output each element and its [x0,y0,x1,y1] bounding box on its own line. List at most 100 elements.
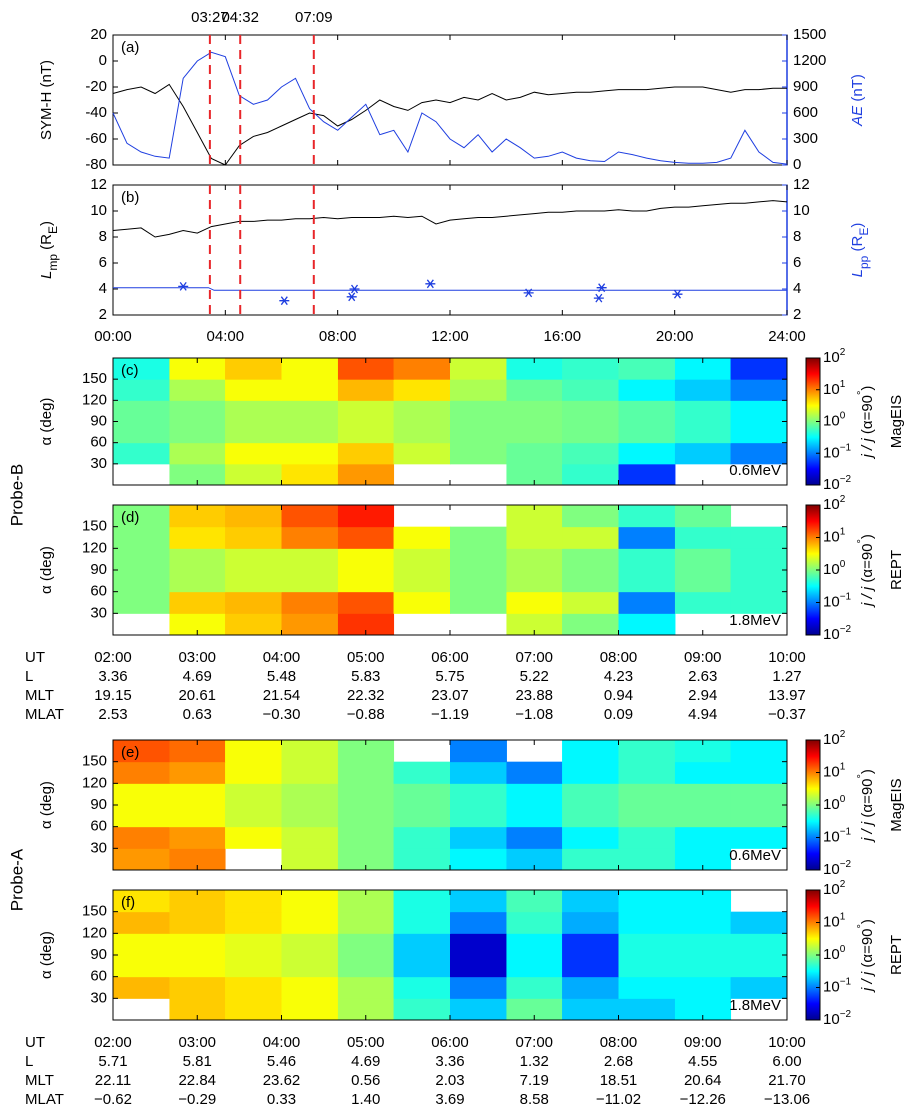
heatmap-cell [506,848,563,871]
ephemeris-value: 5.81 [183,1053,212,1070]
y-tick-label: 60 [90,583,107,600]
heatmap-cell [113,526,170,549]
heatmap-cell [225,613,282,636]
heatmap-cell [562,911,619,934]
y-tick-label: 0 [99,52,107,69]
heatmap-cell [562,591,619,614]
label-part: 10 [823,626,840,643]
ephemeris-value: 4.94 [688,706,717,723]
heatmap-cell [393,442,451,465]
heatmap-cell [506,955,563,978]
energy-label: 1.8MeV [729,612,781,629]
heatmap-cell [225,358,282,380]
heatmap-cell [281,400,339,422]
y2-tick-label: 6 [793,254,801,271]
label-part: 10 [823,476,840,493]
y2-axis-label: AE (nT) [849,74,866,127]
heatmap-cell [730,976,788,999]
heatmap-cell [618,526,676,549]
ephemeris-value: 2.53 [98,706,127,723]
heatmap-cell [281,591,339,614]
label-part: 10 [823,381,840,398]
energy-label: 0.6MeV [729,847,781,864]
heatmap-cell [450,933,507,956]
heatmap-cell [225,976,282,999]
heatmap-cell [730,591,788,614]
asterisk-marker [346,292,357,302]
heatmap-cell [169,933,226,956]
y-tick-label: 30 [90,839,107,856]
heatmap-cell [281,526,339,549]
heatmap-cell [337,911,395,934]
heatmap-cell [618,911,676,934]
colorbar-label: j / j (α=90°) [856,386,876,460]
heatmap-cell [225,379,282,401]
heatmap-cell [281,463,339,486]
heatmap-cell [337,421,395,444]
label-part: ° [856,774,868,778]
heatmap-cell [337,442,395,465]
heatmap-cell [225,400,282,422]
heatmap-cell [393,976,451,999]
heatmap-cell [169,848,226,871]
label-part: 10 [823,861,840,878]
label-part: 0 [840,944,846,955]
heatmap-cell [674,740,732,763]
x-tick-label: 05:00 [347,1034,385,1051]
panel-label: (c) [121,362,139,379]
y2-tick-label: 300 [793,130,818,147]
heatmap-cell [450,890,507,913]
label-part: (R [849,235,866,255]
heatmap-cell [169,421,226,444]
event-label: 04:32 [221,9,259,26]
ephemeris-value: 3.36 [435,1053,464,1070]
x-tick-label: 03:00 [178,1034,216,1051]
colorbar-tick-label: 102 [823,729,846,748]
heatmap-cell [225,442,282,465]
heatmap-cell [450,591,507,614]
plot-frame [112,184,788,316]
heatmap-cell [506,379,563,401]
label-part: E [46,226,60,234]
colorbar-tick-label: 10−1 [823,977,852,996]
ephemeris-value: 0.33 [267,1091,296,1108]
y2-tick-label: 900 [793,78,818,95]
heatmap-cell [618,890,676,913]
heatmap-cell [281,976,339,999]
heatmap-cell [169,463,226,486]
heatmap-cell [225,505,282,528]
heatmap-cell [337,505,395,528]
heatmap-cell [450,955,507,978]
heatmap-cell [450,761,507,784]
y-tick-label: 90 [90,561,107,578]
heatmap-cell [393,358,451,380]
heatmap-cell [113,976,170,999]
heatmap-cell [562,421,619,444]
heatmap-cell [562,805,619,828]
heatmap-cell [562,548,619,571]
heatmap-cell [674,400,732,422]
ephemeris-row-name: L [25,668,33,685]
ephemeris-value: −0.37 [768,706,806,723]
heatmap-cell [674,976,732,999]
heatmap-cell [337,805,395,828]
label-part: ) [859,919,876,924]
heatmap-cell [281,358,339,380]
y-tick-label: 90 [90,796,107,813]
heatmap-cell [169,442,226,465]
y-axis-label: α (deg) [38,398,55,446]
label-part: α (deg) [38,546,55,594]
y-tick-label: 150 [82,370,107,387]
heatmap-cell [169,911,226,934]
colorbar-tick-label: 100 [823,411,846,430]
heatmap-cell [337,463,395,486]
x-tick-label: 08:00 [600,649,638,666]
heatmap-cell [225,740,282,763]
ephemeris-value: 23.62 [263,1072,301,1089]
heatmap-cell [674,505,732,528]
ephemeris-value: 2.94 [688,687,717,704]
label-part: ° [856,924,868,928]
heatmap-cell [618,442,676,465]
heatmap-cell [450,358,507,380]
heatmap-cell [618,379,676,401]
